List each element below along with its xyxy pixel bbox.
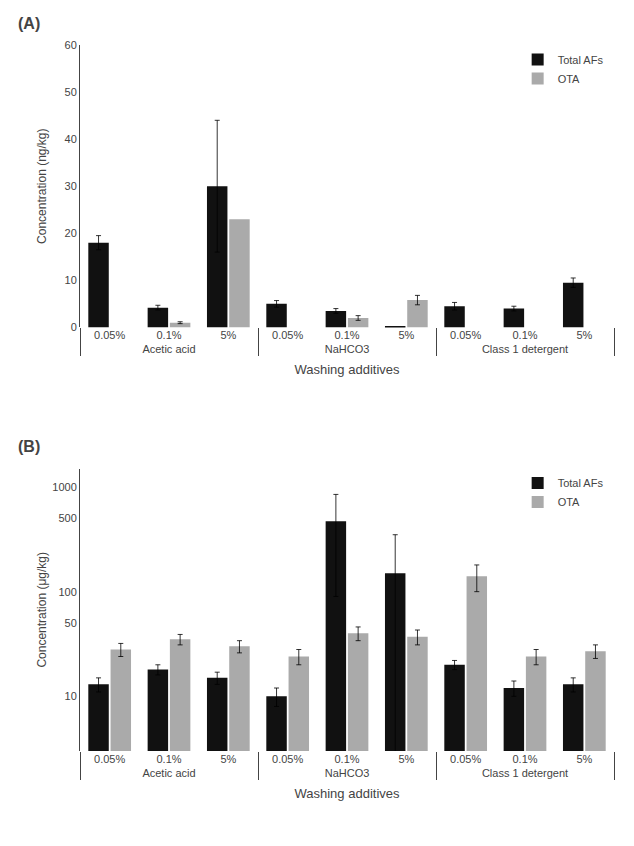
svg-text:Concentration (μg/kg): Concentration (μg/kg) [35, 552, 49, 668]
svg-text:5%: 5% [576, 753, 592, 765]
svg-text:5%: 5% [220, 753, 236, 765]
svg-text:10: 10 [65, 690, 77, 702]
svg-text:0.05%: 0.05% [94, 753, 125, 765]
svg-text:0.05%: 0.05% [450, 329, 481, 341]
svg-text:Acetic acid: Acetic acid [142, 767, 195, 779]
svg-text:(A): (A) [18, 15, 40, 32]
svg-text:Class 1 detergent: Class 1 detergent [482, 343, 568, 355]
svg-text:0.05%: 0.05% [272, 753, 303, 765]
svg-text:0.1%: 0.1% [334, 329, 359, 341]
svg-text:OTA: OTA [558, 496, 580, 508]
svg-text:5%: 5% [398, 329, 414, 341]
svg-text:5%: 5% [398, 753, 414, 765]
svg-text:1000: 1000 [52, 481, 76, 493]
svg-text:Acetic acid: Acetic acid [142, 343, 195, 355]
svg-text:40: 40 [65, 133, 77, 145]
svg-text:500: 500 [58, 512, 76, 524]
svg-text:0.05%: 0.05% [450, 753, 481, 765]
svg-text:0.1%: 0.1% [156, 753, 181, 765]
svg-text:Total AFs: Total AFs [558, 54, 604, 66]
svg-text:Concentration (ng/kg): Concentration (ng/kg) [35, 128, 49, 243]
svg-text:0: 0 [71, 321, 77, 333]
svg-text:OTA: OTA [558, 73, 580, 85]
svg-text:30: 30 [65, 180, 77, 192]
svg-text:60: 60 [65, 39, 77, 51]
svg-text:(B): (B) [18, 438, 40, 455]
svg-text:NaHCO3: NaHCO3 [325, 767, 370, 779]
svg-text:0.1%: 0.1% [512, 329, 537, 341]
svg-text:100: 100 [58, 586, 76, 598]
svg-text:50: 50 [65, 86, 77, 98]
svg-text:0.05%: 0.05% [272, 329, 303, 341]
svg-text:Total AFs: Total AFs [558, 477, 604, 489]
svg-text:20: 20 [65, 227, 77, 239]
svg-text:10: 10 [65, 274, 77, 286]
svg-text:Washing additives: Washing additives [294, 786, 400, 801]
svg-text:5%: 5% [576, 329, 592, 341]
svg-text:Class 1 detergent: Class 1 detergent [482, 767, 568, 779]
svg-text:5%: 5% [220, 329, 236, 341]
svg-text:0.05%: 0.05% [94, 329, 125, 341]
svg-text:0.1%: 0.1% [512, 753, 537, 765]
svg-text:0.1%: 0.1% [156, 329, 181, 341]
svg-text:0.1%: 0.1% [334, 753, 359, 765]
svg-text:NaHCO3: NaHCO3 [325, 343, 370, 355]
svg-text:50: 50 [65, 617, 77, 629]
svg-text:Washing additives: Washing additives [294, 362, 400, 377]
